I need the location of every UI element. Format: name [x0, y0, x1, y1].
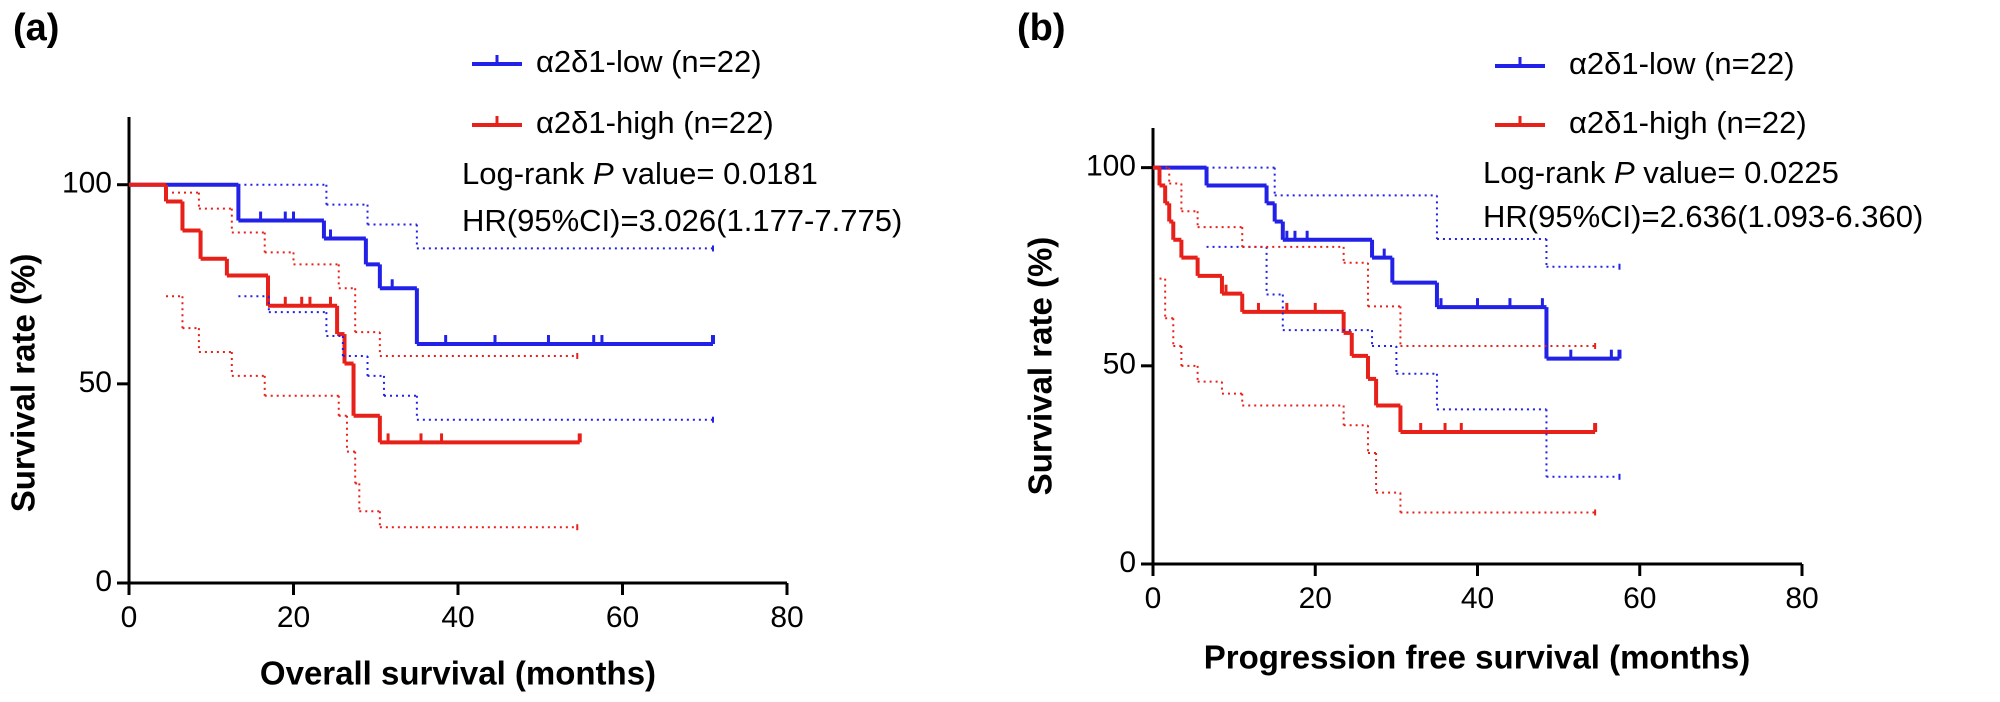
- x-tick-label: 60: [606, 601, 639, 634]
- annotation: Log-rank P value= 0.0225: [1483, 155, 1839, 190]
- y-tick-label: 50: [79, 366, 112, 399]
- survival-curve: [129, 182, 582, 445]
- annotation-part: HR(95%CI)=2.636(1.093-6.360): [1483, 199, 1923, 234]
- x-tick-label: 0: [121, 601, 138, 634]
- y-tick-label: 0: [95, 565, 112, 598]
- ci-line: [1206, 245, 1621, 480]
- x-axis-label: Overall survival (months): [260, 655, 656, 692]
- annotation-part: P: [1614, 155, 1635, 190]
- y-axis-label: Survival rate (%): [1022, 237, 1059, 496]
- annotation-part: P: [593, 156, 614, 191]
- y-tick-label: 100: [1086, 150, 1136, 183]
- x-tick-label: 0: [1145, 582, 1162, 615]
- annotation-part: value= 0.0225: [1635, 155, 1839, 190]
- annotation-part: Log-rank: [1483, 155, 1614, 190]
- annotation: HR(95%CI)=3.026(1.177-7.775): [462, 203, 902, 238]
- y-axis-label: Survival rate (%): [5, 254, 42, 513]
- ci-line: [1206, 166, 1621, 270]
- legend-label: α2δ1-high (n=22): [536, 105, 774, 140]
- annotation: HR(95%CI)=2.636(1.093-6.360): [1483, 199, 1923, 234]
- legend-label: α2δ1-high (n=22): [1569, 105, 1807, 140]
- annotation: Log-rank P value= 0.0181: [462, 156, 818, 191]
- panel-label: (a): [13, 7, 59, 49]
- ci-line: [166, 191, 579, 359]
- x-tick-label: 40: [441, 601, 474, 634]
- annotation-part: value= 0.0181: [614, 156, 818, 191]
- x-axis-label: Progression free survival (months): [1204, 639, 1750, 676]
- legend-label: α2δ1-low (n=22): [536, 44, 762, 79]
- y-tick-label: 0: [1119, 546, 1136, 579]
- ci-line: [1159, 166, 1597, 349]
- annotation-part: Log-rank: [462, 156, 593, 191]
- y-tick-label: 100: [62, 167, 112, 200]
- x-tick-label: 60: [1623, 582, 1656, 615]
- ci-line: [238, 295, 714, 423]
- x-tick-label: 40: [1461, 582, 1494, 615]
- survival-curve: [1153, 165, 1622, 361]
- ci-line: [166, 295, 579, 531]
- panel-label: (b): [1017, 7, 1066, 49]
- y-tick-label: 50: [1103, 348, 1136, 381]
- x-tick-label: 80: [1785, 582, 1818, 615]
- annotation-part: HR(95%CI)=3.026(1.177-7.775): [462, 203, 902, 238]
- survival-curve: [1153, 165, 1598, 435]
- x-tick-label: 80: [770, 601, 803, 634]
- legend-label: α2δ1-low (n=22): [1569, 46, 1795, 81]
- x-tick-label: 20: [1299, 582, 1332, 615]
- ci-line: [238, 183, 714, 252]
- ci-line: [1159, 277, 1597, 516]
- x-tick-label: 20: [277, 601, 310, 634]
